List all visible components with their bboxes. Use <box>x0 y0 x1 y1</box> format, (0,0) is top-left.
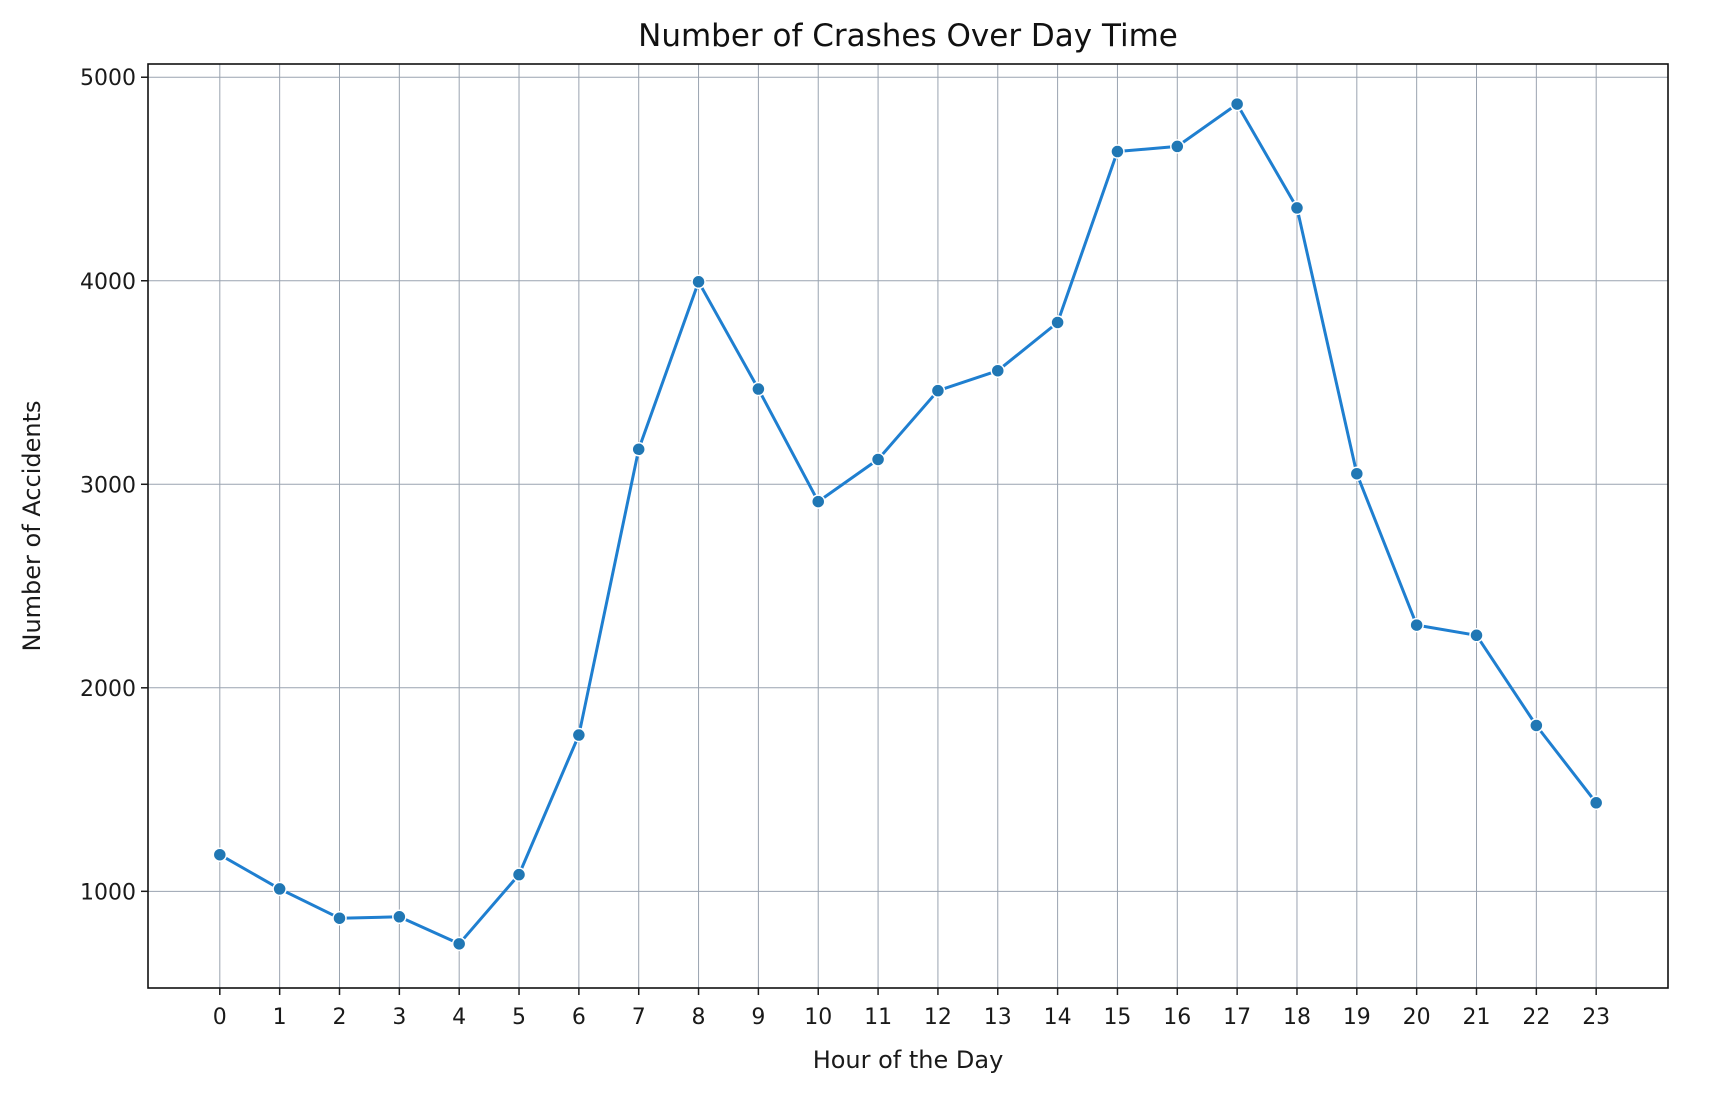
series-line <box>218 102 1598 946</box>
y-axis: 1000 2000 3000 4000 5000 <box>80 66 148 905</box>
series-layer <box>212 96 1604 952</box>
data-point <box>1529 718 1544 733</box>
data-point <box>1170 139 1185 154</box>
data-point <box>332 910 347 926</box>
x-tick-label: 23 <box>1582 1005 1610 1030</box>
chart-title: Number of Crashes Over Day Time <box>638 18 1178 54</box>
x-tick-label: 17 <box>1223 1005 1251 1030</box>
data-point <box>571 727 587 743</box>
data-point <box>1588 795 1604 811</box>
data-point <box>1110 144 1125 159</box>
data-point <box>930 383 946 398</box>
x-tick-label: 13 <box>984 1005 1012 1030</box>
y-tick-label: 3000 <box>80 473 136 498</box>
x-tick-label: 14 <box>1044 1005 1072 1030</box>
data-point <box>392 909 407 925</box>
x-tick-label: 1 <box>273 1005 287 1030</box>
x-tick-label: 6 <box>572 1005 586 1030</box>
x-tick-label: 18 <box>1283 1005 1311 1030</box>
data-point <box>212 847 228 862</box>
x-tick-label: 22 <box>1522 1005 1550 1030</box>
data-point <box>511 867 527 882</box>
x-tick-label: 4 <box>452 1005 466 1030</box>
x-tick-label: 3 <box>392 1005 406 1030</box>
x-tick-label: 7 <box>632 1005 646 1030</box>
data-point <box>870 452 886 467</box>
x-tick-label: 0 <box>213 1005 227 1030</box>
x-axis-label: Hour of the Day <box>813 1046 1004 1074</box>
x-tick-label: 10 <box>804 1005 832 1030</box>
data-point <box>1229 96 1245 112</box>
x-axis: 0 1 2 3 4 5 6 7 8 9 10 11 12 13 14 15 16 17 18 19 20 21 22 23 <box>213 988 1610 1030</box>
plot-frame <box>147 63 1669 989</box>
x-tick-label: 12 <box>924 1005 952 1030</box>
data-point <box>1050 315 1065 330</box>
x-tick-label: 9 <box>751 1005 765 1030</box>
y-axis-label: Number of Accidents <box>18 401 46 652</box>
x-tick-label: 2 <box>332 1005 346 1030</box>
data-point <box>1349 466 1365 481</box>
data-point <box>810 494 826 509</box>
data-point <box>272 881 287 897</box>
x-tick-label: 21 <box>1463 1005 1491 1030</box>
data-point <box>1289 200 1305 216</box>
data-point <box>691 274 706 290</box>
y-tick-label: 4000 <box>80 270 136 295</box>
x-tick-label: 15 <box>1103 1005 1131 1030</box>
grid <box>148 64 1668 988</box>
y-tick-label: 5000 <box>80 66 136 91</box>
data-point <box>1409 617 1424 633</box>
x-tick-label: 19 <box>1343 1005 1371 1030</box>
y-tick-label: 1000 <box>80 880 136 905</box>
data-point <box>1469 628 1484 643</box>
data-point <box>990 363 1006 378</box>
x-tick-label: 5 <box>512 1005 526 1030</box>
data-point <box>631 442 646 457</box>
y-tick-label: 2000 <box>80 677 136 702</box>
data-point <box>751 381 766 397</box>
x-tick-label: 11 <box>864 1005 892 1030</box>
x-tick-label: 20 <box>1403 1005 1431 1030</box>
x-tick-label: 8 <box>692 1005 706 1030</box>
data-point <box>451 936 467 952</box>
x-tick-label: 16 <box>1163 1005 1191 1030</box>
